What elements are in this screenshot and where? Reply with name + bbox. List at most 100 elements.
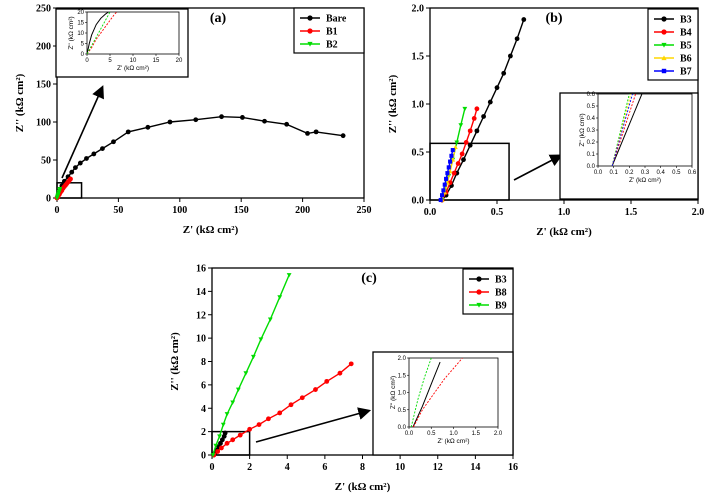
y-tick-label: 250 bbox=[36, 4, 51, 15]
inset-y-tick-label: 0.4 bbox=[587, 116, 596, 122]
data-point bbox=[247, 426, 253, 432]
panel-label: (b) bbox=[545, 11, 562, 26]
inset: 0.0 0.5 1.0 1.5 2.0 0.0 0.5 1.0 1.5 2.0 Z' (kΩ cm²… bbox=[372, 351, 514, 456]
inset-y-axis-label: Z'' (kΩ cm²) bbox=[579, 113, 586, 146]
inset-y-axis-label: Z'' (kΩ cm²) bbox=[390, 376, 397, 409]
x-tick-label: 0 bbox=[210, 462, 215, 473]
data-point bbox=[250, 354, 256, 360]
x-tick-label: 6 bbox=[322, 462, 327, 473]
data-point bbox=[57, 186, 63, 192]
data-point bbox=[262, 118, 267, 124]
y-axis-label: Z'' (kΩ cm²) bbox=[169, 332, 181, 391]
data-point bbox=[514, 36, 520, 42]
y-tick-label: 4 bbox=[201, 404, 206, 415]
inset-series-b8 bbox=[413, 358, 463, 427]
inset-x-tick-label: 0.4 bbox=[656, 170, 665, 176]
legend-marker bbox=[476, 276, 482, 282]
x-tick-label: 200 bbox=[295, 205, 310, 216]
data-point bbox=[313, 129, 319, 135]
data-point bbox=[256, 422, 262, 428]
data-point bbox=[240, 115, 245, 120]
inset-series-b3 bbox=[611, 94, 643, 166]
inset-x-tick-label: 2.0 bbox=[494, 431, 503, 437]
inset-y-tick-label: 0.1 bbox=[587, 152, 596, 158]
panel-label: (a) bbox=[210, 11, 227, 26]
data-point bbox=[111, 139, 116, 145]
data-point bbox=[167, 119, 173, 125]
inset-y-tick-label: 0.6 bbox=[587, 92, 596, 98]
series-b9 bbox=[210, 273, 292, 458]
data-point bbox=[340, 133, 346, 139]
inset: 0 5 10 15 20 0 5 10 15 20 Z' (kΩ cm²) Z'' (kΩ cm²) bbox=[55, 8, 189, 78]
series-b2 bbox=[54, 186, 63, 201]
data-point bbox=[284, 121, 290, 127]
legend: Bare B1 B2 bbox=[293, 7, 365, 54]
plot-frame bbox=[56, 7, 365, 199]
data-point bbox=[277, 410, 283, 416]
y-tick-label: 0.5 bbox=[412, 148, 425, 159]
legend-marker bbox=[661, 68, 667, 74]
x-tick-label: 4 bbox=[285, 462, 290, 473]
inset-series-b9 bbox=[410, 358, 432, 427]
series-b8 bbox=[211, 361, 354, 458]
data-point bbox=[305, 131, 310, 136]
inset-x-tick-label: 0.1 bbox=[609, 170, 618, 176]
data-point bbox=[459, 151, 465, 157]
data-point bbox=[145, 124, 151, 130]
x-tick-label: 12 bbox=[433, 462, 443, 473]
legend-label: B3 bbox=[680, 15, 692, 26]
legend-label: B8 bbox=[495, 288, 507, 299]
y-tick-label: 12 bbox=[196, 310, 206, 321]
data-point bbox=[266, 416, 271, 422]
data-point bbox=[313, 387, 318, 392]
x-tick-label: 0.5 bbox=[491, 207, 504, 218]
legend-label: B6 bbox=[680, 54, 692, 65]
legend-label: B4 bbox=[680, 28, 692, 39]
inset-frame bbox=[559, 92, 699, 200]
data-point bbox=[237, 432, 243, 438]
panel-label: (c) bbox=[361, 271, 377, 286]
inset-y-tick-label: 10 bbox=[77, 31, 84, 37]
data-point bbox=[286, 273, 292, 278]
x-tick-label: 1.5 bbox=[625, 207, 638, 218]
inset-x-tick-label: 1.0 bbox=[449, 431, 458, 437]
inset-x-tick-label: 0.0 bbox=[594, 170, 603, 176]
inset-x-axis-label: Z' (kΩ cm²) bbox=[117, 65, 149, 72]
data-point bbox=[230, 400, 236, 405]
x-tick-label: 100 bbox=[172, 205, 187, 216]
inset-y-tick-label: 0.0 bbox=[398, 425, 407, 431]
data-point bbox=[487, 99, 493, 105]
inset-x-tick-label: 10 bbox=[130, 58, 137, 64]
y-tick-label: 0 bbox=[201, 451, 206, 462]
legend-label: B3 bbox=[495, 275, 507, 286]
data-point bbox=[508, 53, 513, 59]
inset-x-tick-label: 0.3 bbox=[641, 170, 650, 176]
y-tick-label: 2.0 bbox=[412, 4, 425, 15]
data-point bbox=[451, 170, 457, 176]
y-tick-label: 2 bbox=[201, 427, 206, 438]
x-tick-label: 14 bbox=[470, 462, 480, 473]
data-point bbox=[446, 165, 451, 170]
data-point bbox=[450, 148, 455, 153]
inset-y-tick-label: 1.0 bbox=[398, 391, 407, 397]
inset-x-tick-label: 0.5 bbox=[427, 431, 436, 437]
inset-y-axis-label: Z'' (kΩ cm²) bbox=[68, 16, 75, 49]
x-tick-label: 150 bbox=[234, 205, 249, 216]
zoom-arrow bbox=[513, 154, 563, 181]
legend-label: B9 bbox=[495, 301, 507, 312]
legend-marker bbox=[661, 16, 667, 22]
data-point bbox=[215, 449, 221, 454]
inset-series-b2 bbox=[87, 12, 111, 54]
inset-y-tick-label: 2.0 bbox=[398, 356, 407, 362]
data-point bbox=[243, 371, 249, 376]
data-point bbox=[210, 453, 216, 458]
x-axis-label: Z' (kΩ cm²) bbox=[536, 226, 592, 238]
data-point bbox=[218, 440, 223, 446]
inset-x-axis-label: Z' (kΩ cm²) bbox=[629, 177, 661, 184]
data-point bbox=[77, 160, 83, 166]
x-tick-label: 16 bbox=[508, 462, 518, 473]
legend-label: B5 bbox=[680, 41, 692, 52]
data-point bbox=[458, 123, 464, 128]
inset-x-tick-label: 0.0 bbox=[405, 431, 414, 437]
data-point bbox=[222, 430, 228, 436]
